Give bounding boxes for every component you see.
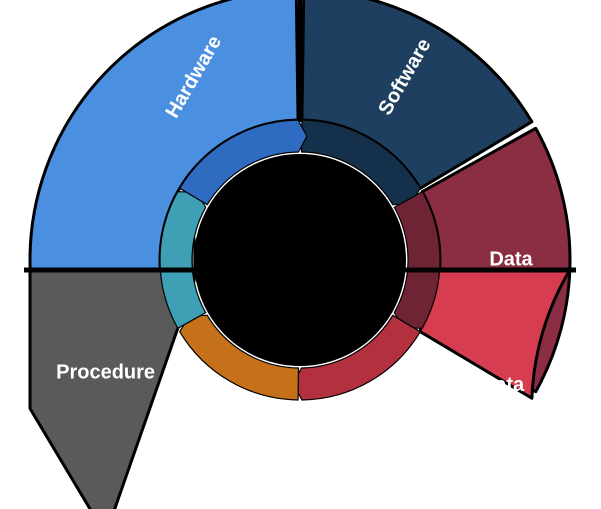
diagram-svg: SoftwareDataPeopleDataaccesslanguageProc… [0,0,601,509]
label-line: Data [481,374,525,396]
label-procedure: Procedure [56,362,155,384]
label-text: Data [489,248,533,270]
hub [194,154,406,366]
ring-diagram: { "diagram": { "type": "infographic", "b… [0,0,601,509]
label-line: language [459,420,547,442]
label-text: Procedure [56,362,155,384]
label-data: Data [489,248,533,270]
label-line: access [469,397,536,419]
